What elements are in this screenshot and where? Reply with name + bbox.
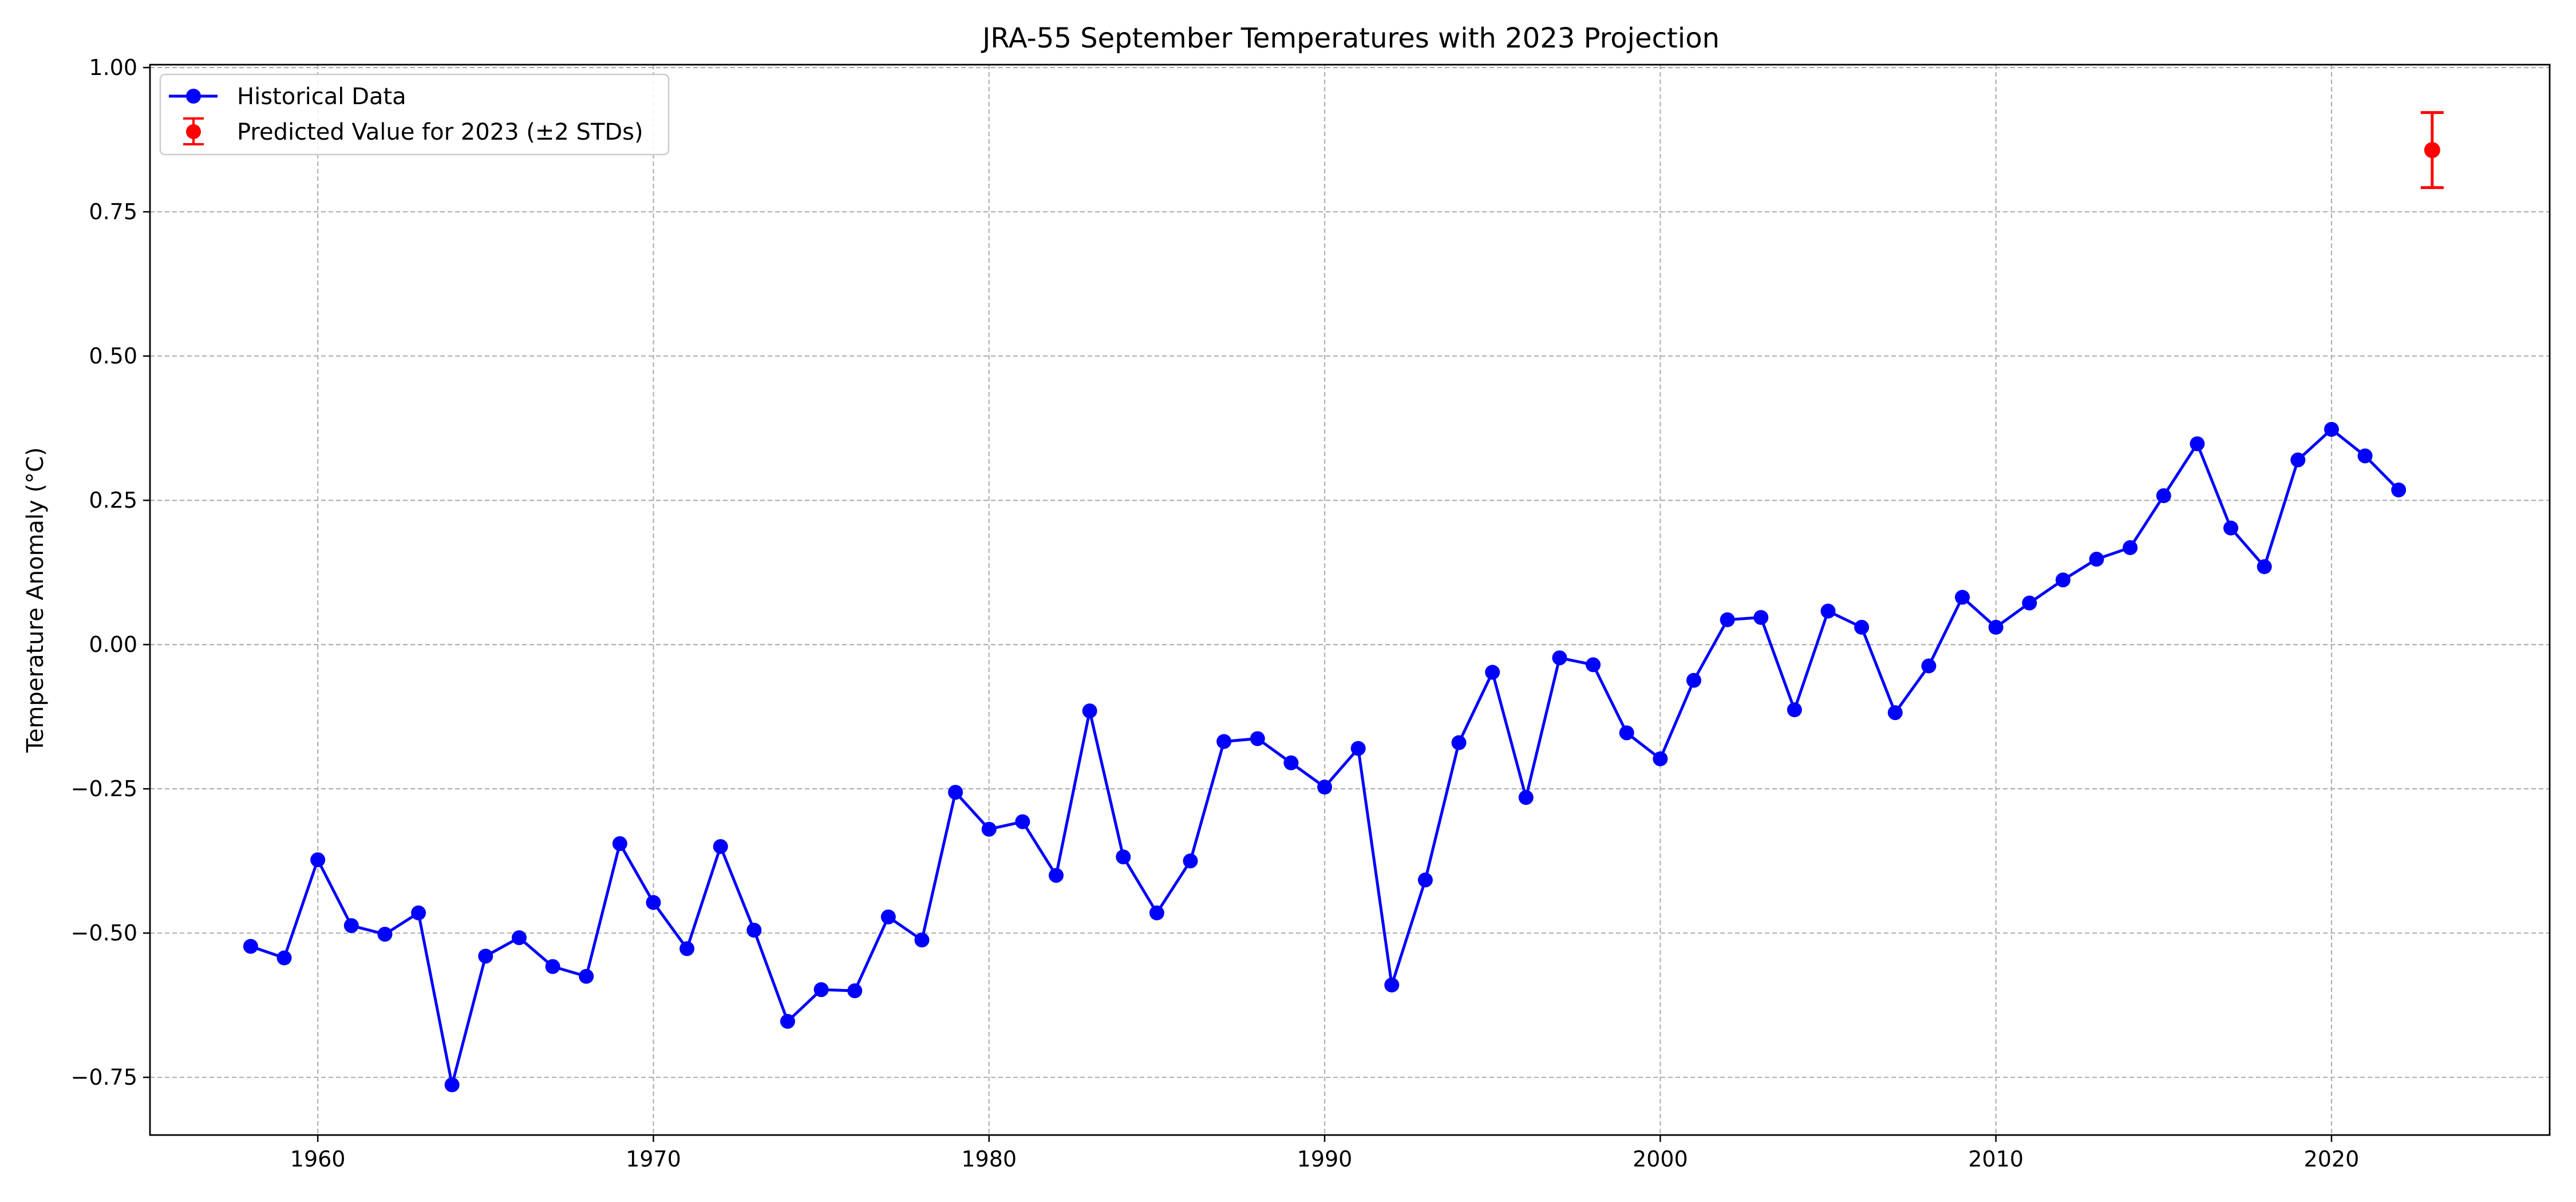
x-tick-label: 1990	[1297, 1146, 1353, 1172]
historical-data-point	[1887, 705, 1903, 721]
historical-data-point	[847, 983, 863, 998]
historical-data-point	[2391, 482, 2407, 497]
historical-data-point	[1586, 657, 1601, 673]
y-tick-label: 1.00	[89, 55, 137, 80]
y-tick-label: 0.25	[89, 488, 137, 513]
historical-data-point	[1384, 977, 1400, 993]
historical-data-point	[1921, 658, 1937, 674]
legend-box	[159, 73, 670, 156]
historical-data-point	[1552, 650, 1567, 666]
historical-data-point	[914, 932, 930, 948]
series-layer	[243, 111, 2444, 1093]
x-tick-label: 2010	[1968, 1146, 2024, 1172]
legend-label-historical: Historical Data	[237, 84, 406, 110]
historical-data-point	[1787, 702, 1802, 718]
historical-data-point	[1518, 790, 1534, 805]
prediction-point	[2424, 142, 2440, 159]
historical-data-point	[1485, 665, 1500, 680]
legend-marker-historical	[186, 89, 201, 104]
historical-data-point	[1988, 619, 2004, 635]
historical-data-point	[1082, 703, 1097, 719]
historical-data-point	[2324, 422, 2339, 437]
historical-data-point	[579, 968, 594, 984]
historical-data-point	[377, 927, 393, 942]
historical-data-point	[2190, 436, 2205, 452]
historical-data-point	[2123, 540, 2138, 555]
y-tick-label: 0.50	[89, 343, 137, 369]
y-tick-label: 0.75	[89, 199, 137, 224]
historical-data-point	[1954, 590, 1970, 605]
historical-data-point	[478, 948, 493, 964]
plot-frame	[149, 64, 2551, 1136]
historical-data-point	[1250, 731, 1265, 746]
historical-data-point	[444, 1077, 460, 1093]
historical-data-point	[880, 909, 896, 924]
historical-data-point	[1753, 610, 1769, 625]
historical-data-point	[1015, 814, 1030, 829]
historical-data-point	[243, 939, 258, 954]
historical-data-point	[411, 905, 426, 920]
legend-label-predicted: Predicted Value for 2023 (±2 STDs)	[237, 119, 643, 145]
historical-data-point	[1820, 603, 1836, 619]
x-tick-label: 2000	[1633, 1146, 1688, 1172]
historical-data-point	[948, 785, 963, 800]
historical-data-point	[1350, 741, 1366, 756]
historical-data-point	[1317, 780, 1333, 795]
historical-data-point	[679, 941, 695, 956]
historical-data-point	[1283, 755, 1299, 770]
historical-data-point	[1720, 612, 1735, 627]
y-tick-label: −0.75	[71, 1065, 137, 1090]
historical-data-point	[1417, 872, 1433, 888]
historical-data-point	[1451, 735, 1467, 750]
x-tick-label: 2020	[2304, 1146, 2360, 1172]
chart-title: JRA-55 September Temperatures with 2023 …	[981, 22, 1720, 54]
x-tick-label: 1980	[961, 1146, 1017, 1172]
historical-data-point	[343, 918, 359, 934]
historical-data-point	[1116, 849, 1131, 865]
historical-data-point	[1183, 853, 1198, 869]
historical-data-point	[981, 821, 997, 837]
historical-data-point	[780, 1014, 795, 1029]
historical-data-point	[1854, 619, 1870, 635]
historical-data-point	[1653, 751, 1668, 766]
historical-data-point	[2357, 448, 2373, 464]
historical-data-point	[2089, 551, 2104, 567]
historical-data-point	[545, 959, 560, 974]
x-axis: 1960 1970 1980 1990 2000 2010 2020	[290, 1135, 2359, 1172]
x-tick-label: 1960	[290, 1146, 346, 1172]
historical-data-point	[2156, 488, 2171, 504]
x-tick-label: 1970	[626, 1146, 681, 1172]
historical-data-point	[1619, 725, 1634, 741]
historical-data-point	[276, 950, 292, 966]
historical-data-point	[2223, 520, 2239, 536]
historical-data-point	[2290, 452, 2306, 468]
historical-data-point	[1048, 868, 1064, 883]
y-tick-label: 0.00	[89, 632, 137, 657]
y-tick-label: −0.50	[71, 920, 137, 946]
historical-data-point	[713, 839, 728, 854]
historical-data-point	[511, 930, 527, 946]
historical-data-point	[813, 982, 829, 997]
historical-data-point	[746, 923, 762, 938]
historical-data-point	[2257, 559, 2272, 575]
historical-data-point	[1149, 905, 1164, 920]
historical-data-point	[2055, 572, 2071, 588]
y-axis: −0.75 −0.50 −0.25 0.00 0.25 0.50 0.75 1.00	[71, 55, 150, 1090]
grid	[150, 65, 2550, 1135]
legend-marker-predicted	[186, 124, 201, 139]
historical-data-point	[1686, 673, 1701, 688]
historical-data-point	[612, 836, 627, 851]
y-axis-label: Temperature Anomaly (°C)	[22, 447, 49, 753]
historical-data-point	[646, 895, 661, 910]
historical-data-point	[1216, 734, 1232, 749]
y-tick-label: −0.25	[71, 776, 137, 801]
historical-data-point	[310, 852, 326, 868]
legend: Historical Data Predicted Value for 2023…	[159, 73, 670, 156]
historical-data-point	[2022, 595, 2037, 611]
